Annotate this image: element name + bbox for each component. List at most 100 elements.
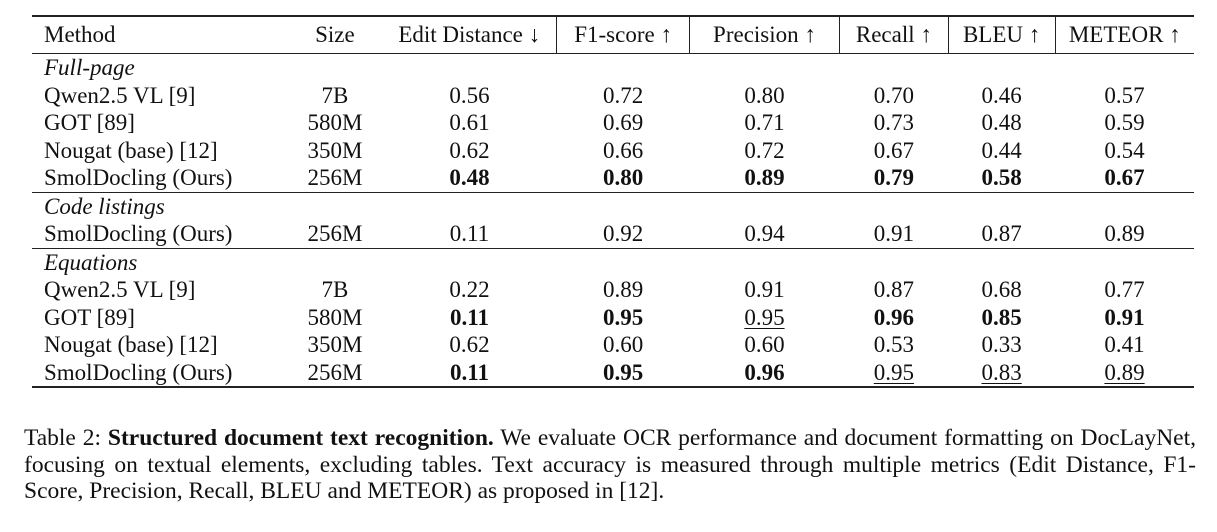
header-f1-score: F1-score ↑ [556, 15, 690, 54]
cell-value: 0.89 [1055, 358, 1194, 388]
value-text: 0.91 [873, 221, 914, 246]
value-text: 0.92 [602, 221, 644, 246]
results-table: Method Size Edit Distance ↓ F1-score ↑ P… [32, 15, 1194, 388]
cell-value: 0.89 [689, 164, 839, 192]
cell-value: 0.80 [689, 82, 839, 110]
value-text: 0.11 [449, 359, 489, 385]
value-text: 0.59 [1104, 110, 1145, 135]
cell-method: Qwen2.5 VL [9] [44, 277, 196, 302]
value-text: 0.73 [873, 110, 914, 135]
cell-value: 0.89 [1055, 220, 1194, 248]
cell-value: 0.91 [840, 220, 949, 248]
cell-value: 0.11 [382, 220, 557, 248]
cell-size: 350M [307, 137, 363, 163]
cell-value: 0.48 [382, 164, 557, 192]
value-text: 0.96 [744, 359, 785, 385]
cell-value: 0.95 [689, 304, 839, 332]
value-text: 0.66 [602, 137, 644, 163]
cell-value: 0.57 [1055, 82, 1194, 110]
cell-value: 0.87 [948, 220, 1055, 248]
table-row: GOT [89] 580M 0.11 0.95 0.95 0.96 0.85 0.91 [32, 304, 1194, 332]
value-text: 0.95 [602, 359, 644, 385]
value-text: 0.57 [1104, 82, 1145, 108]
cell-value: 0.59 [1055, 109, 1194, 137]
cell-value: 0.85 [948, 304, 1055, 332]
value-text: 0.87 [873, 277, 914, 302]
table-row: SmolDocling (Ours) 256M 0.11 0.95 0.96 0.95 0.… [32, 358, 1194, 388]
cell-value: 0.92 [557, 220, 690, 248]
cell-value: 0.73 [840, 109, 949, 137]
value-text: 0.71 [744, 110, 785, 135]
value-text: 0.83 [981, 359, 1022, 385]
caption-label: Table 2: [24, 425, 101, 451]
cell-value: 0.66 [557, 137, 690, 165]
value-text: 0.48 [449, 165, 490, 190]
value-text: 0.11 [449, 304, 489, 330]
value-text: 0.72 [602, 82, 644, 108]
cell-size: 256M [307, 221, 363, 246]
header-edit-distance: Edit Distance ↓ [382, 15, 557, 54]
cell-value: 0.96 [840, 304, 949, 332]
cell-value: 0.11 [382, 304, 557, 332]
cell-size: 580M [307, 110, 363, 135]
header-method: Method [32, 15, 288, 54]
value-text: 0.95 [602, 304, 644, 330]
cell-value: 0.91 [689, 276, 839, 304]
cell-value: 0.62 [382, 137, 557, 165]
cell-value: 0.67 [1055, 164, 1194, 192]
cell-value: 0.79 [840, 164, 949, 192]
cell-method: SmolDocling (Ours) [44, 165, 233, 190]
value-text: 0.89 [602, 277, 644, 302]
value-text: 0.60 [602, 332, 644, 357]
cell-value: 0.44 [948, 137, 1055, 165]
value-text: 0.11 [449, 221, 490, 246]
value-text: 0.60 [744, 332, 785, 357]
value-text: 0.85 [981, 304, 1022, 330]
caption-body: We evaluate OCR performance and document… [24, 425, 1197, 504]
table-row: Nougat (base) [12] 350M 0.62 0.66 0.72 0.67 0.… [32, 137, 1194, 165]
value-text: 0.48 [981, 110, 1022, 135]
cell-value: 0.46 [948, 82, 1055, 110]
value-text: 0.89 [744, 165, 785, 190]
cell-method: GOT [89] [44, 110, 135, 135]
cell-value: 0.80 [557, 164, 690, 192]
cell-value: 0.62 [382, 331, 557, 359]
value-text: 0.53 [873, 332, 914, 357]
value-text: 0.33 [981, 332, 1022, 357]
value-text: 0.89 [1104, 221, 1145, 246]
cell-method: Nougat (base) [12] [44, 332, 218, 357]
cell-value: 0.83 [948, 358, 1056, 388]
value-text: 0.80 [602, 165, 644, 190]
cell-value: 0.94 [689, 220, 839, 248]
cell-value: 0.95 [556, 358, 690, 388]
cell-value: 0.72 [689, 137, 839, 165]
cell-value: 0.68 [948, 276, 1055, 304]
cell-value: 0.53 [840, 331, 949, 359]
value-text: 0.62 [449, 137, 490, 163]
value-text: 0.67 [1104, 165, 1145, 190]
value-text: 0.69 [602, 110, 644, 135]
cell-value: 0.70 [840, 82, 949, 110]
value-text: 0.22 [449, 277, 490, 302]
cell-value: 0.89 [557, 276, 690, 304]
section-row: Full-page [32, 54, 1194, 82]
cell-value: 0.60 [689, 331, 839, 359]
value-text: 0.80 [744, 82, 785, 108]
value-text: 0.77 [1104, 277, 1145, 302]
cell-size: 256M [287, 358, 383, 388]
cell-value: 0.61 [382, 109, 557, 137]
value-text: 0.87 [981, 221, 1022, 246]
section-title: Equations [32, 247, 1194, 276]
header-row: Method Size Edit Distance ↓ F1-score ↑ P… [32, 15, 1194, 54]
cell-value: 0.95 [557, 304, 690, 332]
value-text: 0.41 [1104, 332, 1145, 357]
cell-method: GOT [89] [44, 304, 135, 330]
value-text: 0.54 [1104, 137, 1145, 163]
caption-lead: Structured document text recognition. [107, 425, 494, 451]
value-text: 0.95 [744, 304, 785, 330]
header-precision: Precision ↑ [688, 15, 840, 54]
cell-value: 0.58 [948, 164, 1055, 192]
value-text: 0.61 [449, 110, 490, 135]
cell-value: 0.96 [689, 358, 840, 388]
